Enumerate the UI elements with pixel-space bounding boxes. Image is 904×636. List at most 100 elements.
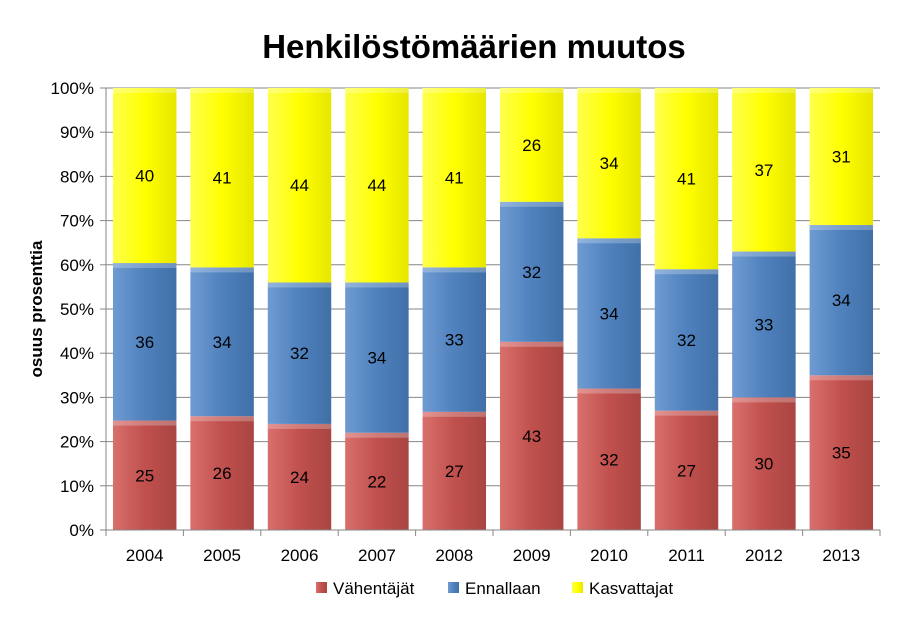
bar-highlight (732, 251, 796, 257)
axes (105, 88, 880, 531)
bar-segment-2006-2 (267, 88, 332, 283)
bar-highlight (499, 88, 564, 93)
bar-highlight (732, 397, 796, 403)
bar-segment-2012-1 (732, 251, 796, 398)
bar-highlight (190, 88, 254, 93)
data-label: 35 (832, 444, 851, 463)
data-label: 27 (445, 462, 464, 481)
bar (809, 225, 874, 376)
bar-highlight (190, 416, 254, 422)
data-label: 36 (135, 333, 154, 352)
bar-segment-2013-1 (809, 225, 874, 376)
legend-swatch (448, 582, 459, 593)
bar (112, 88, 177, 264)
data-label: 32 (677, 331, 696, 350)
bar-highlight (267, 423, 332, 429)
bar (112, 420, 177, 530)
bar-segment-2010-0 (577, 388, 641, 530)
data-label: 25 (135, 466, 154, 485)
bar-segment-2008-1 (422, 267, 487, 412)
bar (499, 341, 564, 530)
bar-segment-2008-0 (422, 411, 487, 530)
data-label: 34 (213, 333, 232, 352)
x-tick-label: 2010 (590, 546, 628, 565)
bar-highlight (112, 263, 177, 269)
bar (190, 267, 254, 417)
bar-highlight (809, 375, 874, 381)
data-label: 43 (522, 427, 541, 446)
bar (732, 88, 796, 252)
bar (190, 88, 254, 268)
bar (732, 397, 796, 530)
x-tick-label: 2009 (513, 546, 551, 565)
data-label: 31 (832, 148, 851, 167)
bar-segment-2004-0 (112, 420, 177, 530)
bar (809, 88, 874, 226)
bar-highlight (112, 88, 177, 93)
x-tick-label: 2013 (822, 546, 860, 565)
x-tick-label: 2006 (281, 546, 319, 565)
bar (267, 88, 332, 283)
bar (499, 201, 564, 342)
x-tick-label: 2012 (745, 546, 783, 565)
bar (577, 388, 641, 530)
bar-highlight (499, 341, 564, 347)
bar-segment-2005-2 (190, 88, 254, 268)
data-label: 26 (213, 464, 232, 483)
data-label: 34 (367, 349, 386, 368)
bar-highlight (809, 88, 874, 93)
bar-highlight (345, 282, 409, 288)
y-tick-label: 10% (60, 477, 94, 496)
data-label: 32 (290, 344, 309, 363)
bar-highlight (654, 88, 719, 93)
bar-highlight (267, 282, 332, 288)
bar (345, 88, 409, 283)
y-tick-label: 30% (60, 388, 94, 407)
data-label: 41 (213, 169, 232, 188)
bar (267, 282, 332, 424)
bar-segment-2005-1 (190, 267, 254, 417)
bar-highlight (112, 420, 177, 426)
bar-segment-2010-2 (577, 88, 641, 239)
bar (422, 411, 487, 530)
data-label: 44 (290, 176, 309, 195)
bar (654, 410, 719, 530)
bar (345, 282, 409, 433)
y-tick-label: 40% (60, 344, 94, 363)
data-label: 40 (135, 167, 154, 186)
bar-segment-2007-0 (345, 432, 409, 530)
x-tick-label: 2005 (203, 546, 241, 565)
bar-segment-2011-0 (654, 410, 719, 530)
legend-swatch (316, 582, 327, 593)
bar-segment-2011-1 (654, 269, 719, 411)
bar-highlight (809, 225, 874, 231)
bar-highlight (190, 267, 254, 273)
x-tick-label: 2004 (126, 546, 164, 565)
bar (732, 251, 796, 398)
x-tick-label: 2011 (668, 546, 705, 565)
x-tick-label: 2007 (358, 546, 396, 565)
legend-label: Ennallaan (465, 579, 541, 598)
bar-highlight (654, 410, 719, 416)
bar-segment-2004-1 (112, 263, 177, 421)
bar-segment-2009-0 (499, 341, 564, 530)
legend-swatch (572, 582, 583, 593)
y-tick-label: 0% (69, 521, 94, 540)
data-label: 32 (600, 450, 619, 469)
chart-title: Henkilöstömäärien muutos (262, 28, 686, 65)
bar-segment-2012-0 (732, 397, 796, 530)
x-tick-label: 2008 (435, 546, 473, 565)
data-label: 34 (600, 154, 619, 173)
bar (267, 423, 332, 530)
bar-segment-2009-2 (499, 88, 564, 202)
bar-highlight (267, 88, 332, 93)
bar (654, 269, 719, 411)
y-tick-label: 50% (60, 300, 94, 319)
bar-segment-2011-2 (654, 88, 719, 270)
legend-label: Vähentäjät (333, 579, 415, 598)
data-label: 41 (445, 169, 464, 188)
bar (112, 263, 177, 421)
bar-highlight (499, 201, 564, 207)
bar (577, 88, 641, 239)
